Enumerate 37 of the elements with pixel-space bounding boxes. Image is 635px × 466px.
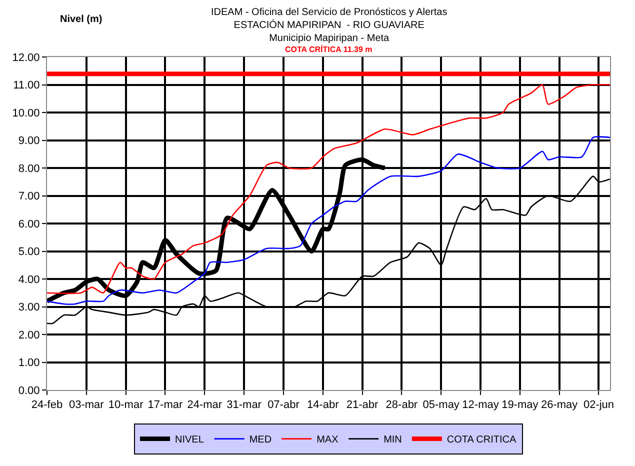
- x-tick-label: 28-abr: [386, 399, 418, 412]
- x-tick-label: 12-may: [462, 399, 500, 412]
- x-tick-label: 05-may: [422, 399, 460, 412]
- x-tick-label: 03-mar: [68, 399, 104, 412]
- y-tick-label: 10.00: [12, 107, 40, 120]
- chart-title: IDEAM - Oficina del Servicio de Pronósticos y Alertas: [211, 7, 448, 18]
- x-tick-label: 19-may: [502, 399, 539, 412]
- text: COTA CRÍTICA 11.39 m: [285, 44, 372, 54]
- y-tick-label: 6.00: [18, 218, 40, 230]
- y-tick-label: 3.00: [18, 302, 40, 314]
- x-tick-label: 31-mar: [226, 399, 262, 412]
- legend-label: NIVEL: [175, 434, 204, 446]
- legend-label: MAX: [316, 434, 339, 446]
- y-axis-title: Nivel (m): [60, 14, 102, 25]
- legend-label: MED: [249, 434, 272, 446]
- y-tick-label: 7.00: [18, 190, 40, 203]
- y-tick-label: 4.00: [18, 274, 40, 286]
- x-tick-label: 24-mar: [187, 399, 222, 412]
- y-tick-label: 8.00: [18, 162, 40, 175]
- y-tick-label: 2.00: [18, 329, 40, 342]
- x-tick-label: 26-may: [540, 399, 578, 412]
- x-tick-label: 10-mar: [108, 399, 144, 412]
- x-tick-label: 17-mar: [148, 399, 183, 412]
- chart-subtitle: ESTACIÓN MAPIRIPAN - RIO GUAVIARE Municipio Mapiripan - Meta: [234, 19, 425, 44]
- legend-label: MIN: [384, 434, 402, 446]
- x-tick-label: 24-feb: [31, 399, 63, 412]
- y-tick-label: 5.00: [18, 246, 40, 258]
- x-tick-label: 14-abr: [306, 399, 340, 412]
- y-tick-label: 0.00: [18, 384, 40, 397]
- y-tick-label: 11.00: [13, 80, 40, 92]
- x-tick-label: 07-abr: [268, 399, 300, 412]
- legend-label: COTA CRITICA: [446, 434, 517, 446]
- y-tick-label: 12.00: [12, 52, 40, 64]
- x-tick-label: 02-jun: [583, 399, 614, 412]
- y-tick-label: 1.00: [18, 357, 40, 370]
- x-tick-label: 21-abr: [346, 399, 379, 412]
- y-tick-label: 9.00: [18, 135, 40, 148]
